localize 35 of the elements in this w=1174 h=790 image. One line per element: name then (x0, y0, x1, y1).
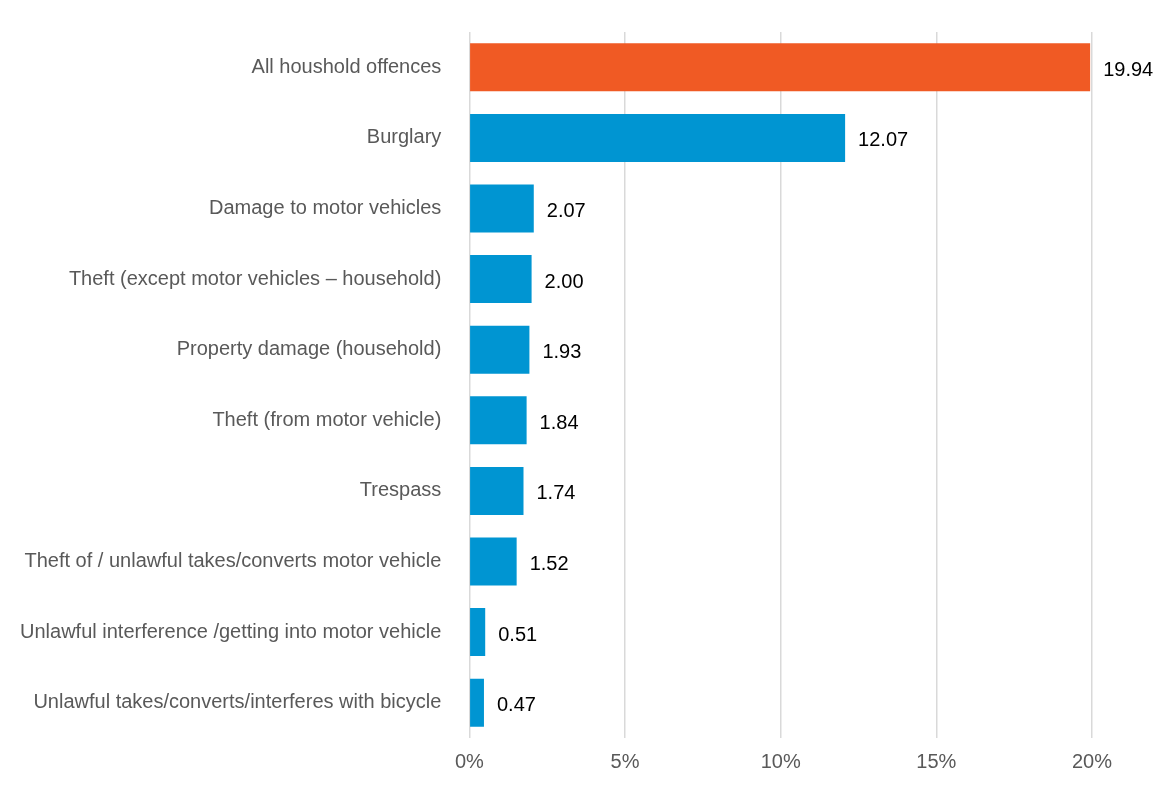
data-label: 19.94 (1103, 57, 1154, 80)
y-tick-label: Trespass (359, 478, 442, 501)
x-tick-label: 20% (1071, 749, 1113, 772)
x-tick-label: 15% (916, 749, 957, 772)
bar (470, 113, 846, 162)
x-tick-label: 0% (454, 749, 484, 772)
data-label: 12.07 (858, 128, 909, 151)
data-label: 2.00 (544, 269, 584, 292)
bar (470, 255, 532, 304)
data-label: 0.51 (498, 622, 538, 645)
y-tick-label: Damage to motor vehicles (209, 196, 442, 219)
data-label: 0.47 (496, 693, 536, 716)
bar (470, 466, 524, 515)
x-tick-label: 5% (610, 749, 640, 772)
bar (470, 396, 527, 445)
data-label: 1.93 (542, 340, 582, 363)
bar (470, 537, 517, 586)
data-label: 1.84 (539, 410, 579, 433)
y-tick-label: Property damage (household) (176, 337, 442, 360)
data-label: 2.07 (546, 199, 586, 222)
y-tick-label: Theft (except motor vehicles – household) (68, 266, 442, 289)
y-tick-label: Burglary (366, 125, 442, 148)
bar (470, 678, 484, 727)
y-tick-label: Theft of / unlawful takes/converts motor vehicle (24, 549, 442, 572)
y-tick-label: All houshold offences (251, 54, 442, 77)
x-tick-label: 10% (760, 749, 801, 772)
data-label: 1.74 (536, 481, 576, 504)
y-tick-label: Theft (from motor vehicle) (212, 407, 442, 430)
bar (470, 325, 530, 374)
y-tick-label: Unlawful takes/converts/interferes with bicycle (33, 690, 442, 713)
bar (470, 608, 486, 657)
data-label: 1.52 (529, 552, 569, 575)
bar (470, 184, 534, 233)
bar (470, 43, 1091, 92)
y-tick-label: Unlawful interference /getting into motor vehicle (20, 619, 442, 642)
